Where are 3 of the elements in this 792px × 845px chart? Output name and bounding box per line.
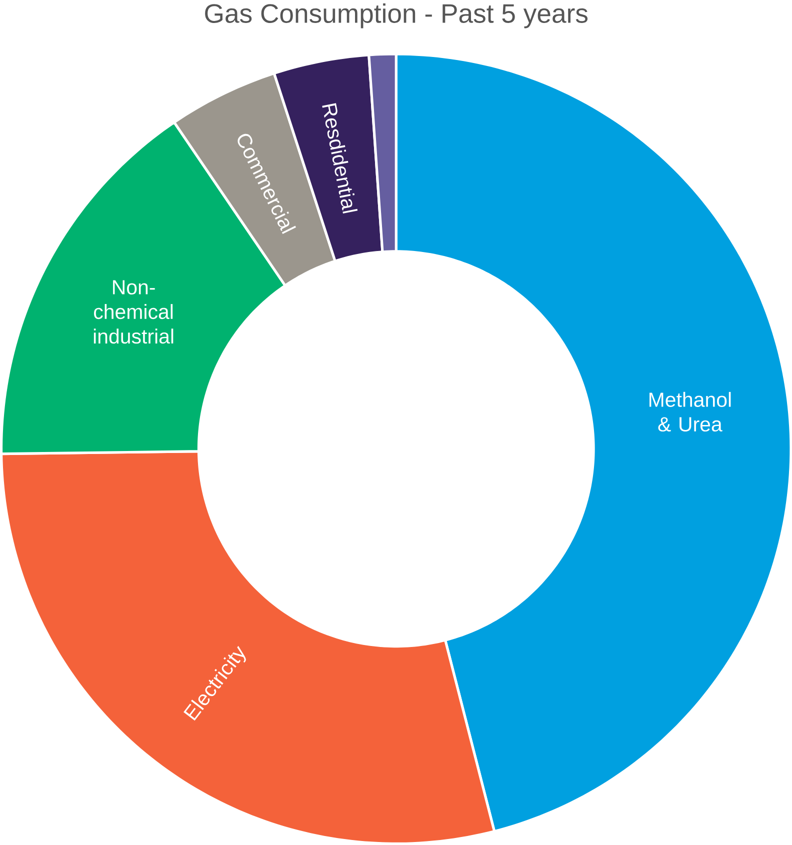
slice-label: Methanol & Urea — [649, 392, 731, 432]
slice-label: Non-chemical industrial — [94, 280, 174, 344]
chart-title: Gas Consumption - Past 5 years — [204, 3, 588, 28]
